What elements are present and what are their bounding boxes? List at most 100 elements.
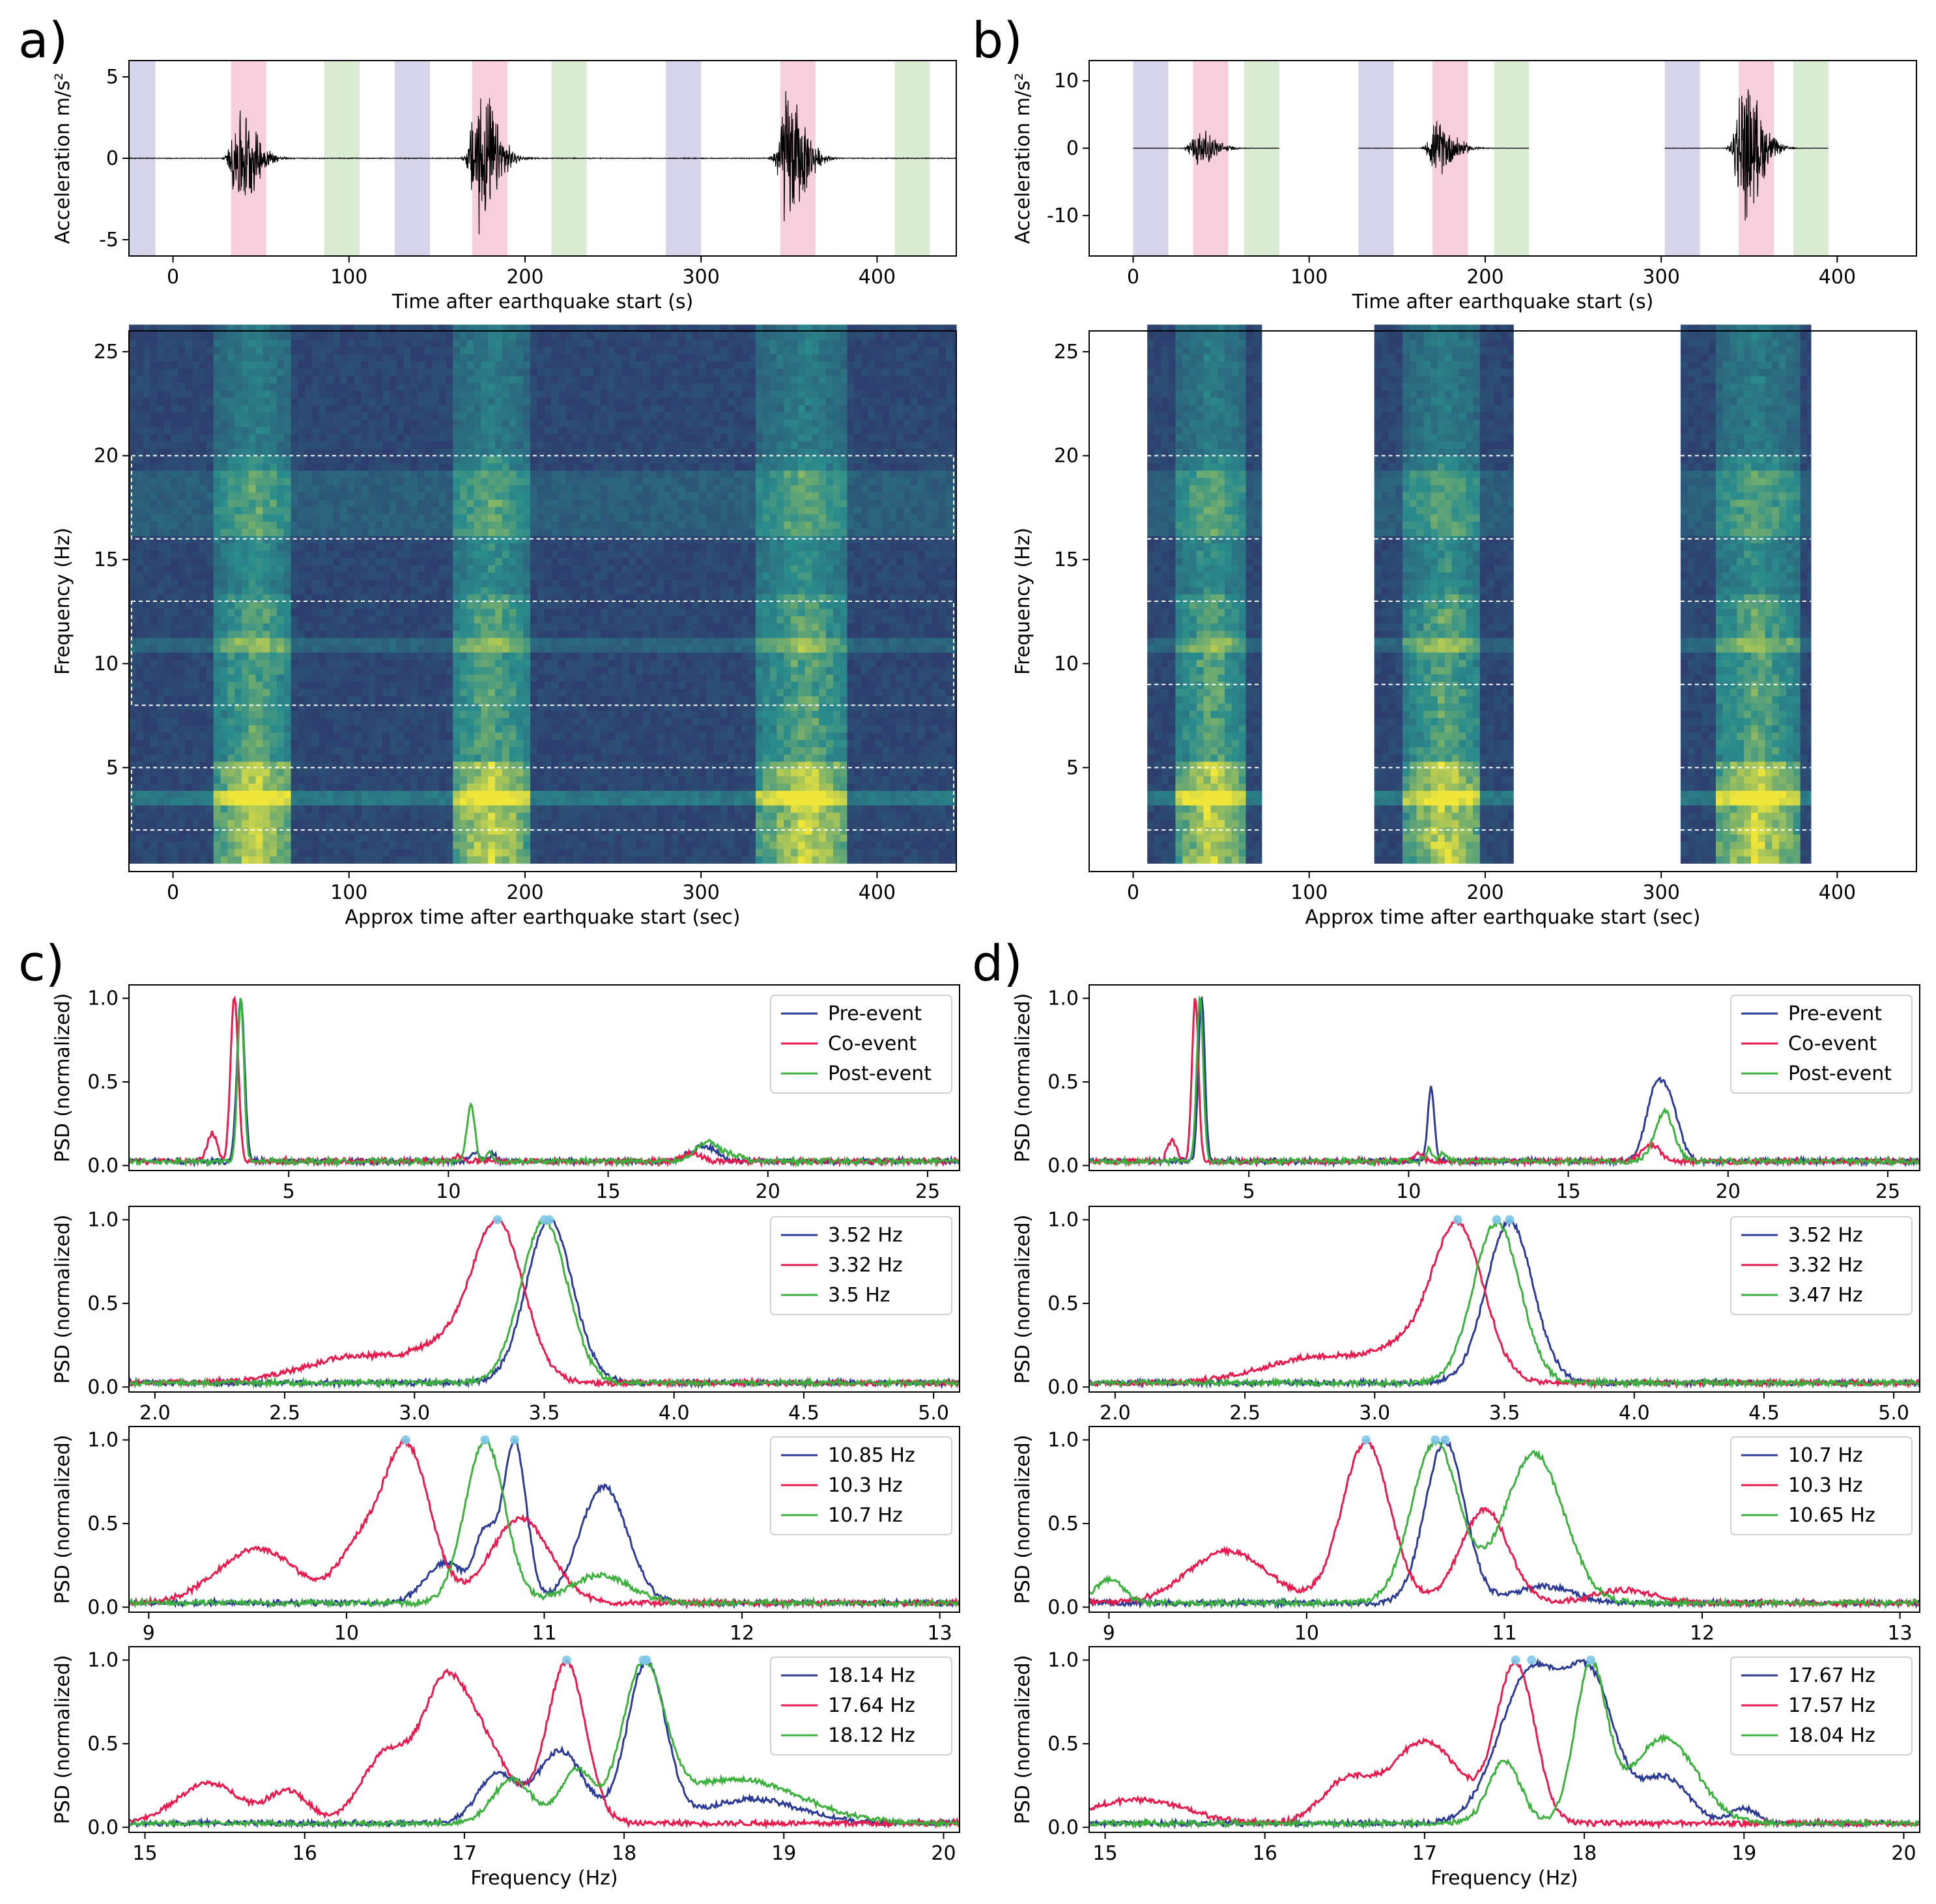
spectrogram-cell <box>586 754 594 762</box>
spectrogram-cell <box>558 434 566 442</box>
spectrogram-cell <box>305 717 313 726</box>
spectrogram-cell <box>389 645 397 653</box>
spectrogram-cell <box>143 732 150 740</box>
spectrogram-cell <box>586 586 594 595</box>
spectrogram-cell <box>270 462 278 471</box>
spectrogram-cell <box>291 754 298 762</box>
spectrogram-cell <box>298 783 306 791</box>
spectrogram-cell <box>572 535 580 544</box>
spectrogram-cell <box>340 441 348 449</box>
spectrogram-cell <box>551 521 559 529</box>
spectrogram-cell <box>319 441 327 449</box>
spectrogram-cell <box>277 434 285 442</box>
spectrogram-cell <box>263 637 270 646</box>
spectrogram-cell <box>586 382 594 391</box>
spectrogram-cell <box>523 812 531 820</box>
spectrogram-cell <box>572 346 580 354</box>
spectrogram-cell <box>220 535 228 544</box>
spectrogram-cell <box>495 848 503 857</box>
spectrogram-cell <box>530 412 538 420</box>
spectrogram-cell <box>361 346 369 354</box>
spectrogram-cell <box>474 339 481 347</box>
spectrogram-cell <box>382 477 390 485</box>
spectrogram-cell <box>340 375 348 384</box>
spectrogram-cell <box>586 419 594 427</box>
spectrogram-cell <box>340 492 348 500</box>
spectrogram-cell <box>157 397 165 405</box>
spectrogram-cell <box>235 754 242 762</box>
spectrogram-cell <box>185 579 193 588</box>
spectrogram-cell <box>375 783 383 791</box>
spectrogram-cell <box>143 586 150 595</box>
spectrogram-cell <box>516 419 524 427</box>
spectrogram-cell <box>502 558 510 565</box>
spectrogram-cell <box>544 397 552 405</box>
spectrogram-cell <box>235 375 242 384</box>
spectrogram-cell <box>579 769 588 776</box>
spectrogram-cell <box>389 608 397 616</box>
spectrogram-cell <box>516 681 524 689</box>
spectrogram-cell <box>157 674 165 682</box>
spectrogram-cell <box>558 681 566 689</box>
spectrogram-cell <box>460 565 468 573</box>
spectrogram-cell <box>425 521 433 529</box>
spectrogram-cell <box>164 332 172 340</box>
spectrogram-cell <box>135 572 144 580</box>
spectrogram-cell <box>291 405 298 413</box>
spectrogram-cell <box>425 485 433 492</box>
spectrogram-cell <box>418 696 425 704</box>
spectrogram-cell <box>199 354 207 362</box>
spectrogram-cell <box>438 441 446 449</box>
spectrogram-cell <box>255 448 263 457</box>
spectrogram-cell <box>255 558 263 565</box>
spectrogram-cell <box>298 623 306 631</box>
spectrogram-cell <box>291 637 298 646</box>
spectrogram-cell <box>488 543 496 551</box>
spectrogram-cell <box>143 535 150 544</box>
spectrogram-cell <box>523 419 531 427</box>
spectrogram-cell <box>466 565 475 573</box>
spectrogram-cell <box>164 405 172 413</box>
spectrogram-cell <box>544 645 552 653</box>
spectrogram-cell <box>375 521 383 529</box>
spectrogram-cell <box>544 412 552 420</box>
spectrogram-cell <box>283 645 292 653</box>
spectrogram-cell <box>389 405 397 413</box>
spectrogram-cell <box>565 434 573 442</box>
spectrogram-cell <box>340 674 348 682</box>
spectrogram-cell <box>418 819 425 827</box>
spectrogram-cell <box>199 470 207 478</box>
spectrogram-cell <box>298 521 306 529</box>
spectrogram-cell <box>382 558 390 565</box>
spectrogram-cell <box>509 375 517 384</box>
spectrogram-cell <box>135 499 144 507</box>
spectrogram-cell <box>375 681 383 689</box>
spectrogram-cell <box>558 616 566 624</box>
spectrogram-cell <box>241 776 249 784</box>
spectrogram-cell <box>425 470 433 478</box>
spectrogram-cell <box>164 368 172 377</box>
spectrogram-cell <box>220 593 228 602</box>
spectrogram-cell <box>466 769 475 776</box>
spectrogram-cell <box>319 724 327 733</box>
spectrogram-cell <box>544 637 552 646</box>
spectrogram-cell <box>466 710 475 718</box>
spectrogram-cell <box>192 834 200 842</box>
spectrogram-cell <box>277 608 285 616</box>
spectrogram-cell <box>277 689 285 696</box>
spectrogram-cell <box>319 419 327 427</box>
spectrogram-cell <box>340 579 348 588</box>
spectrogram-cell <box>368 550 376 558</box>
spectrogram-cell <box>248 689 257 696</box>
spectrogram-cell <box>213 375 221 384</box>
spectrogram-cell <box>206 332 214 340</box>
spectrogram-cell <box>502 746 510 755</box>
spectrogram-cell <box>361 724 369 733</box>
spectrogram-cell <box>241 579 249 588</box>
spectrogram-cell <box>396 630 405 638</box>
spectrogram-cell <box>178 841 186 849</box>
spectrogram-cell <box>178 710 186 718</box>
spectrogram-cell <box>382 812 390 820</box>
spectrogram-cell <box>523 412 531 420</box>
spectrogram-cell <box>347 739 355 748</box>
